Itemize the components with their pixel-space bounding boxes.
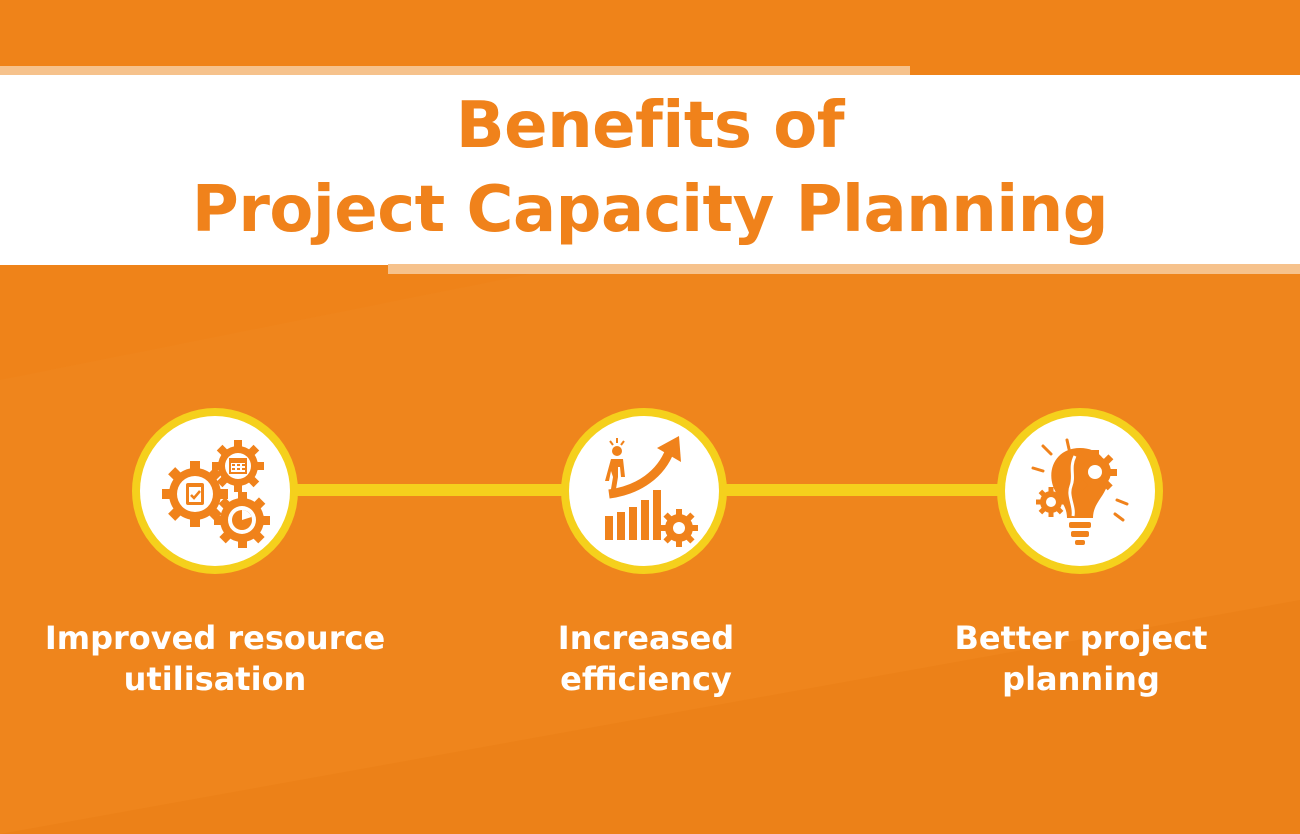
- page-title: Benefits of Project Capacity Planning: [0, 84, 1300, 252]
- benefit-label-line-1: Increased: [557, 619, 735, 657]
- decorative-stripe-top: [0, 66, 910, 75]
- benefit-label-line-1: Improved resource: [44, 619, 386, 657]
- benefit-label-project-planning: Better project planning: [881, 618, 1281, 700]
- benefit-label-line-2: utilisation: [123, 660, 307, 698]
- decorative-stripe-bottom: [388, 264, 1300, 274]
- lightbulb-with-gears-icon: [1031, 438, 1129, 545]
- benefit-label-resource-utilisation: Improved resource utilisation: [15, 618, 415, 700]
- gears-with-clipboard-calendar-chart-icon: [162, 440, 270, 548]
- person-climbing-growth-chart-icon: [605, 436, 698, 547]
- title-line-1: Benefits of: [455, 89, 845, 163]
- benefit-label-line-2: efficiency: [560, 660, 732, 698]
- benefit-node-resource-utilisation: [132, 408, 298, 574]
- benefit-label-line-2: planning: [1002, 660, 1160, 698]
- title-line-2: Project Capacity Planning: [191, 173, 1109, 247]
- benefit-label-efficiency: Increased efficiency: [446, 618, 846, 700]
- node-circle: [569, 416, 719, 566]
- benefit-node-efficiency: [561, 408, 727, 574]
- title-banner: [0, 75, 1300, 265]
- benefit-label-line-1: Better project: [954, 619, 1208, 657]
- benefit-node-project-planning: [997, 408, 1163, 574]
